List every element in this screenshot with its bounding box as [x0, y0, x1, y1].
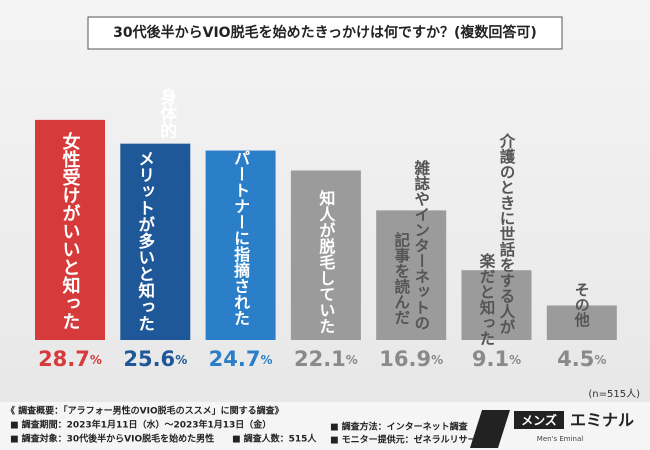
- value-label: 16.9%: [379, 347, 443, 371]
- category-label: 女性受けがいいと知った: [60, 131, 81, 330]
- value-label: 28.7%: [38, 347, 102, 371]
- value-label: 4.5%: [557, 347, 606, 371]
- value-label: 24.7%: [209, 347, 273, 371]
- logo-mark-box: [514, 411, 564, 429]
- survey-item: ■ 調査方法：インターネット調査: [330, 421, 469, 433]
- value-label: 25.6%: [123, 347, 187, 371]
- survey-item: ■ モニター提供元：ゼネラルリサーチ: [330, 434, 486, 446]
- sample-note: (n=515人): [588, 388, 640, 400]
- value-label: 22.1%: [294, 347, 358, 371]
- category-label: 身体的: [156, 87, 177, 140]
- logo-name: エミナル: [570, 411, 634, 430]
- bar: [290, 170, 361, 340]
- bar: [376, 210, 447, 340]
- category-label: 記事を読んだ: [392, 231, 410, 326]
- logo-mark: メンズ: [521, 413, 557, 428]
- category-label: 雑誌やインターネットの: [412, 159, 431, 331]
- bar: [120, 143, 191, 340]
- category-label: 介護のときに世話をする人が: [498, 133, 517, 335]
- title-box: [87, 16, 563, 50]
- category-label: 知人が脱毛していた: [316, 189, 335, 334]
- category-label: その他: [573, 282, 591, 328]
- survey-item: ■ 調査対象：30代後半からVIO脱毛を始めた男性: [10, 433, 214, 445]
- logo-sub: Men's Eminal: [537, 435, 583, 443]
- value-label: 9.1%: [472, 347, 521, 371]
- bar: [205, 150, 276, 340]
- bar: [461, 270, 532, 340]
- category-label: パートナーに指摘された: [231, 150, 250, 326]
- survey-item: ■ 調査人数：515人: [232, 433, 317, 445]
- category-label: 楽だと知った: [478, 252, 496, 347]
- survey-item: ■ 調査期間：2023年1月11日（水）〜2023年1月13日（金）: [10, 419, 271, 431]
- category-label: メリットが多いと知った: [136, 150, 155, 332]
- chart-title: 30代後半からVIO脱毛を始めたきっかけは何ですか？(複数回答可): [113, 24, 537, 41]
- survey-title: 《 調査概要：「アラフォー男性のVIO脱毛のススメ」に関する調査》: [6, 405, 284, 417]
- logo-icon: [470, 410, 510, 448]
- bar: [546, 305, 617, 340]
- bar: [35, 119, 105, 340]
